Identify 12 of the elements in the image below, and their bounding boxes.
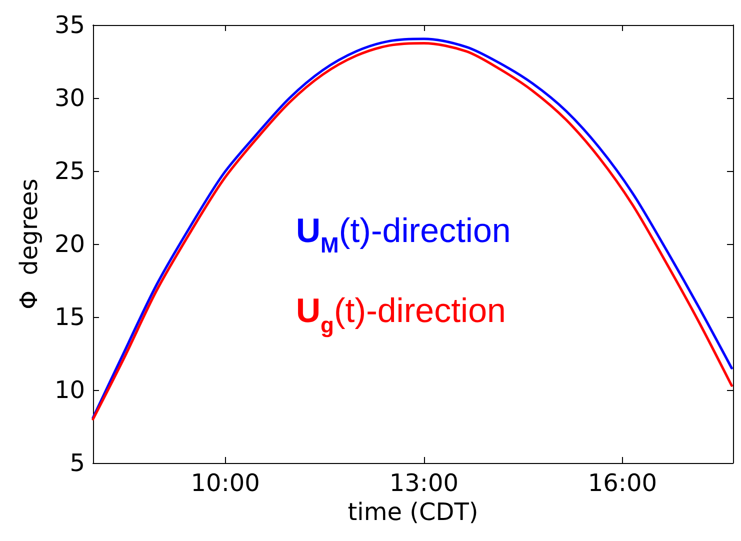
y-tick-label: 20 — [54, 230, 85, 258]
y-tick-label: 35 — [54, 11, 85, 39]
x-tick-label: 13:00 — [389, 469, 459, 497]
x-tick-label: 10:00 — [190, 469, 260, 497]
y-tick-label: 15 — [54, 303, 85, 331]
x-axis-title: time (CDT) — [348, 498, 478, 526]
y-tick-label: 5 — [70, 449, 85, 477]
y-tick-label: 10 — [54, 376, 85, 404]
y-tick-label: 25 — [54, 157, 85, 185]
y-axis-title: Φ degrees — [15, 178, 43, 310]
y-tick-label: 30 — [54, 84, 85, 112]
x-tick-label: 16:00 — [588, 469, 658, 497]
